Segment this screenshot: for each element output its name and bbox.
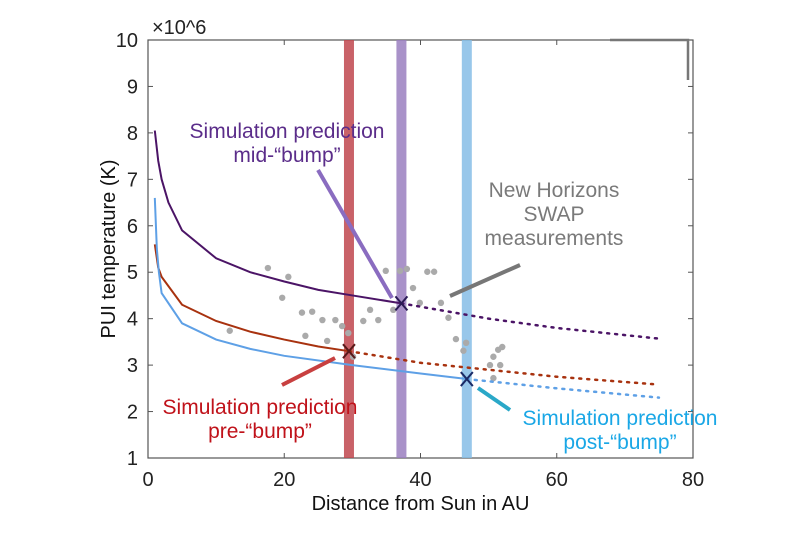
annotation-text-0: Simulation prediction: [190, 120, 385, 143]
annotation-text-3: post-“bump”: [563, 431, 676, 454]
x-marker-1: [394, 295, 409, 311]
scatter-point: [452, 335, 460, 343]
annotation-pointer-1: [449, 263, 521, 298]
annotation-text-0: mid-“bump”: [233, 144, 340, 167]
y-tick-label: 3: [127, 355, 138, 377]
scatter-point: [279, 294, 286, 301]
scatter-point: [298, 309, 306, 316]
y-tick-label: 1: [127, 448, 138, 470]
scatter-point: [490, 374, 497, 382]
scatter-point: [396, 267, 404, 275]
scatter-point: [499, 343, 506, 351]
series-dotted-1: [347, 349, 661, 386]
scatter-point: [382, 267, 389, 275]
vertical-band-1: [396, 40, 407, 458]
scatter-point: [302, 332, 309, 340]
y-tick-label: 5: [127, 262, 138, 284]
x-tick-label: 20: [273, 469, 295, 491]
scatter-point: [424, 268, 431, 275]
vertical-band-0: [343, 40, 354, 458]
annotation-text-1: New Horizons: [489, 179, 620, 202]
y-multiplier-label: ×10^6: [152, 17, 206, 39]
scatter-point: [285, 273, 292, 281]
y-tick-label: 4: [127, 309, 138, 331]
annotation-text-1: SWAP: [523, 203, 584, 226]
annotation-text-3: Simulation prediction: [523, 407, 718, 430]
x-tick-label: 60: [546, 469, 568, 491]
scatter-point: [360, 317, 367, 325]
x-tick-label: 80: [682, 469, 704, 491]
series-line-2: [153, 197, 467, 381]
scatter-point: [345, 329, 352, 337]
scatter-point: [430, 268, 438, 275]
annotation-pointer-2: [281, 356, 336, 387]
scatter-point: [409, 284, 417, 292]
series-line-0: [153, 130, 402, 305]
y-tick-label: 7: [127, 169, 138, 191]
series-dotted-0: [400, 302, 661, 340]
scatter-point: [403, 265, 411, 273]
series-dotted-2: [465, 377, 661, 399]
x-tick-label: 0: [142, 469, 153, 491]
scatter-point: [390, 306, 397, 314]
series-line-1: [153, 244, 350, 353]
scatter-point: [460, 347, 467, 354]
y-tick-label: 2: [127, 402, 138, 424]
scatter-point: [375, 316, 382, 324]
scatter-point: [319, 316, 326, 324]
scatter-point: [497, 361, 504, 369]
scatter-point: [264, 264, 272, 272]
scatter-point: [416, 299, 424, 307]
annotation-text-2: pre-“bump”: [208, 420, 312, 443]
scatter-point: [437, 299, 445, 307]
scatter-point: [486, 361, 494, 369]
annotation-text-2: Simulation prediction: [163, 396, 358, 419]
x-tick-label: 40: [409, 469, 431, 491]
x-marker-2: [460, 371, 474, 387]
y-tick-label: 10: [116, 30, 138, 52]
scatter-point: [462, 339, 470, 347]
scatter-point: [226, 327, 233, 334]
x-marker-0: [342, 343, 356, 359]
scatter-point: [308, 308, 316, 315]
annotation-pointer-0: [316, 168, 394, 300]
y-axis-label: PUI temperature (K): [98, 160, 120, 339]
annotation-text-1: measurements: [485, 227, 624, 250]
scatter-point: [338, 322, 346, 330]
scatter-point: [366, 306, 374, 314]
legend-frame-fragment: [610, 38, 690, 80]
y-tick-label: 9: [127, 76, 138, 98]
annotation-pointer-3: [476, 386, 512, 412]
y-tick-label: 8: [127, 123, 138, 145]
scatter-point: [332, 316, 339, 324]
scatter-point: [490, 353, 497, 360]
scatter-point: [323, 337, 331, 345]
x-axis-label: Distance from Sun in AU: [312, 493, 530, 515]
scatter-point: [445, 314, 452, 321]
vertical-band-2: [461, 40, 472, 458]
y-tick-label: 6: [127, 216, 138, 238]
